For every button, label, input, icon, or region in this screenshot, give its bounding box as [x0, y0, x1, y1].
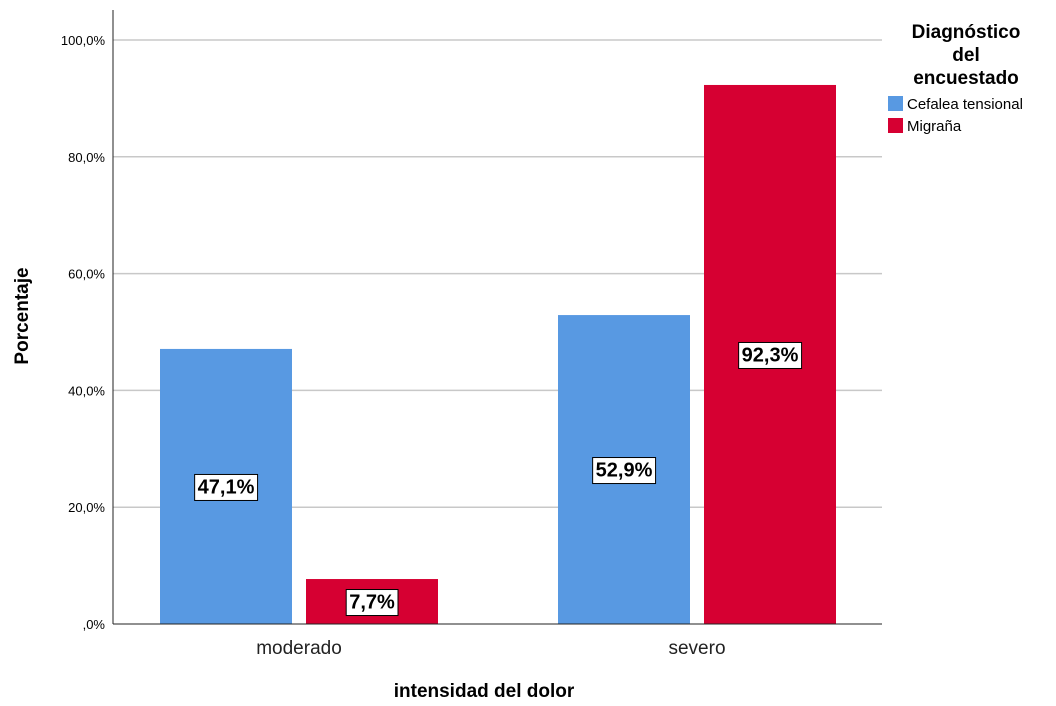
y-axis-title: Porcentaje [12, 267, 33, 364]
x-category-label: moderado [256, 638, 342, 659]
data-label: 52,9% [592, 457, 657, 485]
data-label-text: 52,9% [596, 460, 653, 482]
data-label-box [194, 473, 259, 501]
data-label-text: 7,7% [349, 592, 395, 614]
y-tick-label: 40,0% [68, 383, 105, 398]
legend: Diagnóstico del encuestado Cefalea tensi… [888, 22, 1023, 135]
data-label: 47,1% [194, 473, 259, 501]
legend-label: Cefalea tensional [907, 96, 1023, 113]
y-tick-label: ,0% [83, 617, 106, 632]
data-label-box [592, 457, 657, 485]
axes [112, 10, 882, 625]
legend-label: Migraña [907, 118, 962, 135]
legend-title-line-3: encuestado [913, 68, 1019, 89]
y-tick-label: 60,0% [68, 267, 105, 282]
data-label: 92,3% [738, 341, 803, 369]
data-label-box [345, 589, 399, 617]
data-labels: 47,1% 7,7% 52,9% 92,3% [194, 341, 803, 617]
data-label-text: 47,1% [198, 476, 255, 498]
legend-title-line-2: del [952, 45, 979, 66]
y-tick-label: 80,0% [68, 150, 105, 165]
x-category-labels: moderado severo [256, 638, 725, 659]
y-tick-label: 100,0% [61, 33, 106, 48]
legend-items: Cefalea tensional Migraña [888, 96, 1023, 135]
data-label-box [738, 341, 803, 369]
y-tick-labels: ,0% 20,0% 40,0% 60,0% 80,0% 100,0% [61, 33, 106, 632]
bars [160, 84, 836, 624]
legend-title-line-1: Diagnóstico [912, 22, 1021, 43]
legend-swatch [888, 96, 903, 111]
y-tick-label: 20,0% [68, 500, 105, 515]
legend-swatch [888, 118, 903, 133]
data-label-text: 92,3% [742, 344, 799, 366]
x-category-label: severo [668, 638, 725, 659]
x-axis-title: intensidad del dolor [394, 681, 575, 702]
data-label: 7,7% [345, 589, 399, 617]
